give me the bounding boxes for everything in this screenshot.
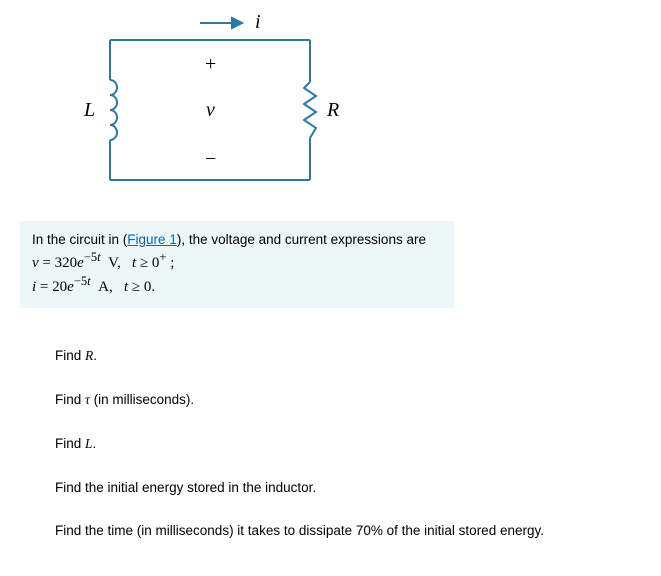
task-dissipation-time: Find the time (in milliseconds) it takes…: [55, 523, 641, 538]
task-var: L: [85, 436, 93, 451]
label-plus: +: [205, 53, 216, 75]
figure-link[interactable]: Figure 1: [127, 232, 177, 247]
task-find-L: Find L.: [55, 436, 641, 452]
label-i: i: [255, 11, 261, 33]
task-text: Find: [55, 348, 85, 363]
circuit-figure: i L R v + −: [70, 10, 641, 203]
task-text: (in milliseconds).: [90, 392, 194, 407]
task-list: Find R. Find τ (in milliseconds). Find L…: [55, 348, 641, 538]
equation-v: v = 320e−5t V, t ≥ 0+ ;: [32, 255, 174, 271]
task-find-tau: Find τ (in milliseconds).: [55, 392, 641, 408]
intro-suffix: ), the voltage and current expressions a…: [177, 232, 426, 247]
task-find-R: Find R.: [55, 348, 641, 364]
task-initial-energy: Find the initial energy stored in the in…: [55, 480, 641, 495]
task-text: .: [93, 436, 97, 451]
intro-prefix: In the circuit in (: [32, 232, 127, 247]
label-L: L: [83, 99, 95, 121]
problem-statement: In the circuit in (Figure 1), the voltag…: [20, 221, 454, 308]
circuit-svg: i L R v + −: [70, 10, 350, 200]
task-text: Find: [55, 392, 85, 407]
task-text: Find: [55, 436, 85, 451]
task-text: .: [93, 348, 97, 363]
label-minus: −: [205, 148, 216, 170]
label-R: R: [326, 99, 339, 121]
equation-i: i = 20e−5t A, t ≥ 0.: [32, 279, 155, 295]
label-v: v: [206, 99, 215, 121]
